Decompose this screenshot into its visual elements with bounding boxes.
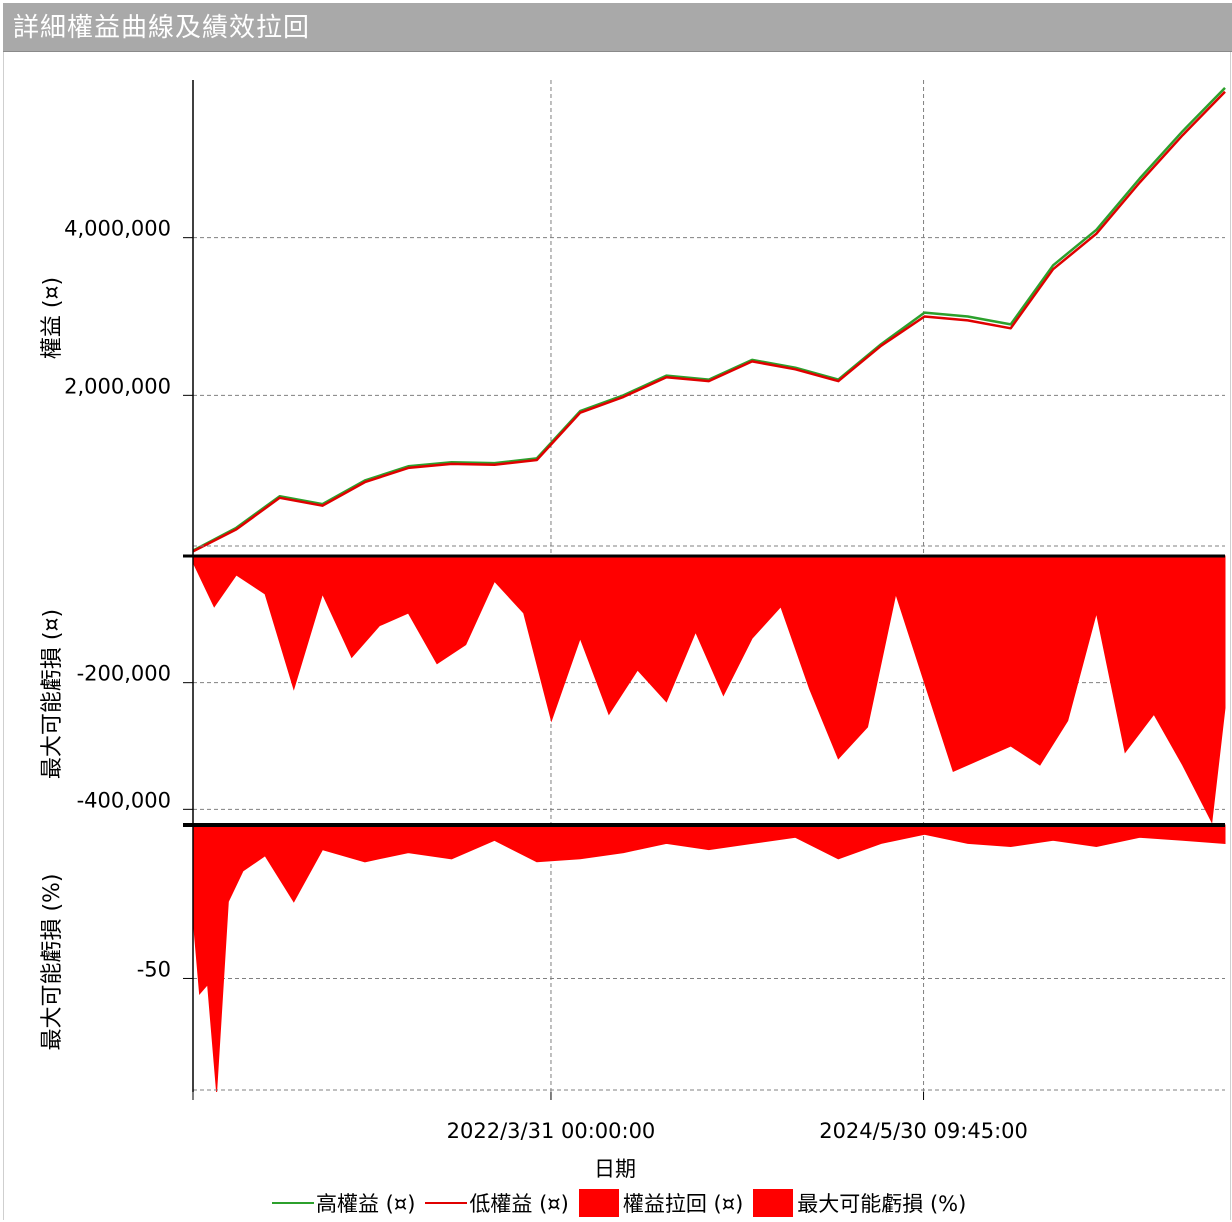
x-tick-label: 2024/5/30 09:45:00 [819, 1119, 1028, 1143]
drawdown-value-axis-label: 最大可能虧損 (¤) [40, 608, 65, 780]
title-bar: 詳細權益曲線及績效拉回 [3, 3, 1232, 52]
legend-label: 低權益 (¤) [469, 1192, 569, 1216]
y-tick-label: -50 [137, 957, 171, 981]
legend-item-equity-drawdown[interactable]: 權益拉回 (¤) [578, 1188, 744, 1218]
green-line-icon [272, 1202, 314, 1204]
legend-label: 最大可能虧損 (%) [797, 1192, 967, 1216]
legend-label: 高權益 (¤) [316, 1192, 416, 1216]
red-box-icon [578, 1189, 619, 1217]
drawdown-percent-axis-label: 最大可能虧損 (%) [40, 873, 65, 1051]
y-tick-label: 2,000,000 [64, 374, 171, 398]
window-title: 詳細權益曲線及績效拉回 [13, 13, 311, 43]
y-tick-label: -200,000 [77, 662, 171, 686]
equity-series-line [192, 90, 1226, 553]
legend-item-max-drawdown-percent[interactable]: 最大可能虧損 (%) [753, 1188, 966, 1218]
x-tick-label: 2022/3/31 00:00:00 [447, 1119, 656, 1143]
equity-axis-label: 權益 (¤) [40, 276, 65, 360]
drawdown-area [192, 824, 1226, 1093]
legend-item-low-equity[interactable]: 低權益 (¤) [425, 1188, 569, 1218]
legend-label: 權益拉回 (¤) [622, 1192, 744, 1216]
chart-frame [3, 52, 1231, 1220]
drawdown-area [192, 555, 1226, 824]
red-box-icon [753, 1189, 794, 1217]
legend-item-high-equity[interactable]: 高權益 (¤) [272, 1188, 415, 1218]
red-line-icon [425, 1202, 468, 1204]
equity-series-line [192, 87, 1226, 552]
x-axis-label: 日期 [594, 1157, 636, 1181]
y-tick-label: -400,000 [77, 788, 171, 812]
legend: 高權益 (¤) 低權益 (¤) 權益拉回 (¤) 最大可能虧損 (%) [272, 1186, 976, 1220]
y-tick-label: 4,000,000 [64, 217, 171, 241]
